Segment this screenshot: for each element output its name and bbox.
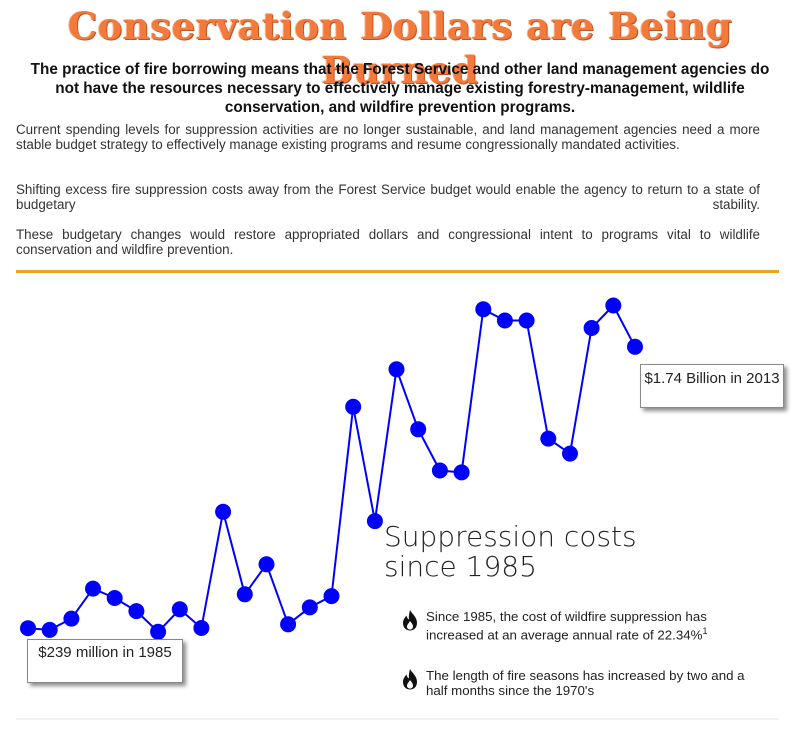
data-points	[20, 297, 643, 640]
series-line	[27, 303, 636, 634]
data-point-2000	[345, 398, 362, 415]
data-point-1998	[301, 599, 318, 616]
body-paragraph-3: These budgetary changes would restore ap…	[16, 227, 760, 257]
body-paragraph-1: Current spending levels for suppression …	[16, 122, 760, 152]
data-point-1995	[236, 586, 253, 603]
data-point-2007	[496, 312, 513, 329]
fact-text-2: The length of fire seasons has increased…	[426, 668, 745, 698]
data-point-2004	[431, 462, 448, 479]
data-point-1999	[323, 588, 340, 605]
data-point-1988	[85, 580, 101, 597]
flame-icon	[403, 669, 417, 690]
data-point-2003	[410, 421, 427, 438]
bottom-divider	[16, 718, 779, 720]
fact-text-1: Since 1985, the cost of wildfire suppres…	[426, 609, 707, 643]
data-point-2002	[388, 361, 405, 378]
page-title: Conservation Dollars are Being Burned	[67, 4, 733, 92]
data-point-1992	[171, 601, 188, 618]
data-point-1994	[215, 503, 232, 520]
data-point-1990	[128, 603, 145, 620]
data-point-2011	[583, 320, 600, 336]
end-value-callout: $1.74 Billion in 2013	[640, 364, 784, 408]
data-point-1985	[20, 620, 36, 637]
data-point-1987	[63, 610, 80, 627]
section-divider	[16, 270, 779, 273]
data-point-2013	[627, 338, 643, 355]
data-point-1986	[41, 621, 58, 638]
data-point-2010	[562, 445, 578, 462]
data-point-1989	[106, 590, 123, 606]
lead-statement: The practice of fire borrowing means tha…	[30, 61, 770, 116]
flame-icon	[403, 610, 417, 631]
data-point-2008	[518, 312, 535, 329]
start-value-callout: $239 million in 1985	[27, 639, 183, 683]
footnote-marker: 1	[702, 626, 708, 636]
data-point-2009	[540, 430, 557, 447]
data-point-2001	[366, 513, 383, 530]
data-point-1997	[280, 616, 297, 633]
data-point-1991	[150, 623, 167, 640]
data-point-1996	[258, 556, 275, 573]
chart-subtitle: Suppression costs since 1985	[384, 520, 637, 583]
body-paragraph-2: Shifting excess fire suppression costs a…	[16, 182, 760, 212]
data-point-2012	[605, 297, 622, 314]
data-point-2005	[453, 464, 470, 481]
data-point-2006	[475, 301, 492, 318]
data-point-1993	[193, 620, 210, 636]
